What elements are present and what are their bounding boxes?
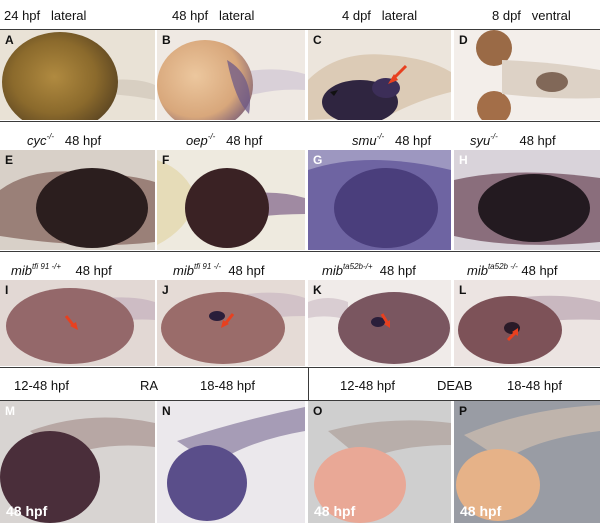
row4-header: 12-48 hpf RA 18-48 hpf 12-48 hpf DEAB 18… bbox=[0, 368, 600, 400]
panel-letter: J bbox=[162, 283, 169, 297]
panel-letter: G bbox=[313, 153, 323, 167]
header-d: 8 dpf ventral bbox=[492, 8, 571, 23]
panel-i: I bbox=[0, 280, 155, 366]
row1-header: 24 hpf lateral 48 hpf lateral 4 dpf late… bbox=[0, 0, 600, 29]
panel-letter: P bbox=[459, 404, 468, 418]
header-k: mibta52b-/+ 48 hpf bbox=[322, 262, 416, 278]
panel-letter: D bbox=[459, 33, 468, 47]
header-deab-right: 18-48 hpf bbox=[507, 378, 562, 393]
panel-letter: I bbox=[5, 283, 9, 297]
panel-a: A bbox=[0, 30, 155, 120]
panel-k: K bbox=[308, 280, 451, 366]
header-f: oep-/- 48 hpf bbox=[186, 132, 263, 148]
header-a: 24 hpf lateral bbox=[4, 8, 87, 23]
panel-p: P 48 hpf bbox=[454, 401, 600, 523]
panel-letter: B bbox=[162, 33, 171, 47]
panel-letter: E bbox=[5, 153, 14, 167]
stage-tag: 48 hpf bbox=[6, 503, 48, 519]
panel-letter: O bbox=[313, 404, 323, 418]
header-c: 4 dpf lateral bbox=[342, 8, 418, 23]
panel-letter: K bbox=[313, 283, 322, 297]
panel-m: M 48 hpf bbox=[0, 401, 155, 523]
panel-b: B bbox=[157, 30, 305, 120]
panel-letter: L bbox=[459, 283, 467, 297]
panel-letter: N bbox=[162, 404, 171, 418]
header-g: smu-/- 48 hpf bbox=[352, 132, 432, 148]
header-l: mibta52b -/- 48 hpf bbox=[467, 262, 558, 278]
header-deab-left: 12-48 hpf bbox=[340, 378, 395, 393]
panel-letter: F bbox=[162, 153, 170, 167]
panel-letter: A bbox=[5, 33, 14, 47]
panel-letter: H bbox=[459, 153, 468, 167]
header-b: 48 hpf lateral bbox=[172, 8, 255, 23]
header-e: cyc-/- 48 hpf bbox=[27, 132, 102, 148]
row3-header: mibtfi 91 -/+ 48 hpf mibtfi 91 -/- 48 hp… bbox=[0, 252, 600, 280]
header-ra: RA bbox=[140, 378, 159, 393]
header-i: mibtfi 91 -/+ 48 hpf bbox=[11, 262, 112, 278]
panel-letter: C bbox=[313, 33, 322, 47]
header-h: syu-/- 48 hpf bbox=[470, 132, 556, 148]
panel-d: D bbox=[454, 30, 600, 120]
panel-f: F bbox=[157, 150, 305, 250]
panel-e: E bbox=[0, 150, 155, 250]
panel-letter: M bbox=[5, 404, 15, 418]
panel-g: G bbox=[308, 150, 451, 250]
header-deab: DEAB bbox=[437, 378, 473, 393]
stage-tag: 48 hpf bbox=[460, 503, 502, 519]
panel-j: J bbox=[157, 280, 305, 366]
row2-header: cyc-/- 48 hpf oep-/- 48 hpf smu-/- 48 hp… bbox=[0, 122, 600, 150]
stage-tag: 48 hpf bbox=[314, 503, 356, 519]
panel-c: C bbox=[308, 30, 451, 120]
panel-o: O 48 hpf bbox=[308, 401, 451, 523]
panel-n: N bbox=[157, 401, 305, 523]
header-j: mibtfi 91 -/- 48 hpf bbox=[173, 262, 265, 278]
header-ra-right: 18-48 hpf bbox=[200, 378, 255, 393]
panel-l: L bbox=[454, 280, 600, 366]
panel-h: H bbox=[454, 150, 600, 250]
header-ra-left: 12-48 hpf bbox=[14, 378, 69, 393]
